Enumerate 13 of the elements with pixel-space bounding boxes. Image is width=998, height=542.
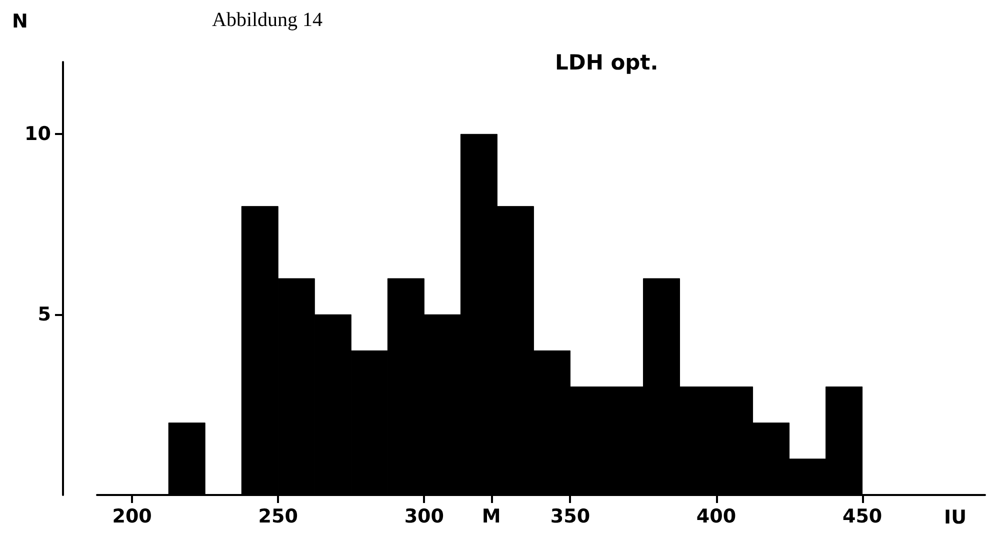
x-tick-label: 450 xyxy=(842,506,882,528)
chart-subtitle: Abbildung 14 xyxy=(212,9,323,31)
y-tick-label: 10 xyxy=(24,123,51,146)
x-tick-label: 300 xyxy=(404,506,444,528)
x-tick-label: 400 xyxy=(696,506,736,528)
x-tick-label: 350 xyxy=(550,506,590,528)
x-axis-title: IU xyxy=(944,506,966,528)
chart-title: LDH opt. xyxy=(555,50,658,74)
y-axis-title: N xyxy=(12,10,28,32)
x-tick-label: 200 xyxy=(112,506,152,528)
x-tick-label: M xyxy=(482,506,501,528)
y-tick-label: 5 xyxy=(38,304,51,326)
x-tick-label: 250 xyxy=(258,506,298,528)
